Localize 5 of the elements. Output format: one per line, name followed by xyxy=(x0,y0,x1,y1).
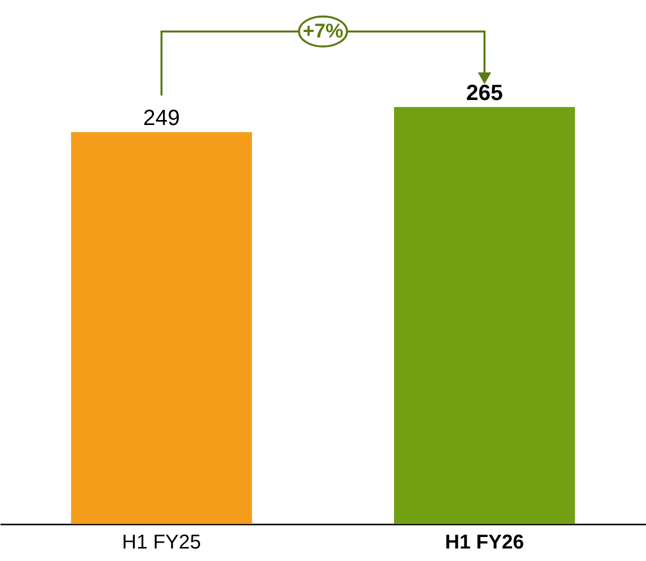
data-label: 265 xyxy=(466,80,503,106)
x-tick-label: H1 FY26 xyxy=(445,532,524,554)
annotation: +7% xyxy=(302,20,344,42)
data-label: 249 xyxy=(143,105,180,130)
x-tick-label: H1 FY25 xyxy=(122,532,201,554)
